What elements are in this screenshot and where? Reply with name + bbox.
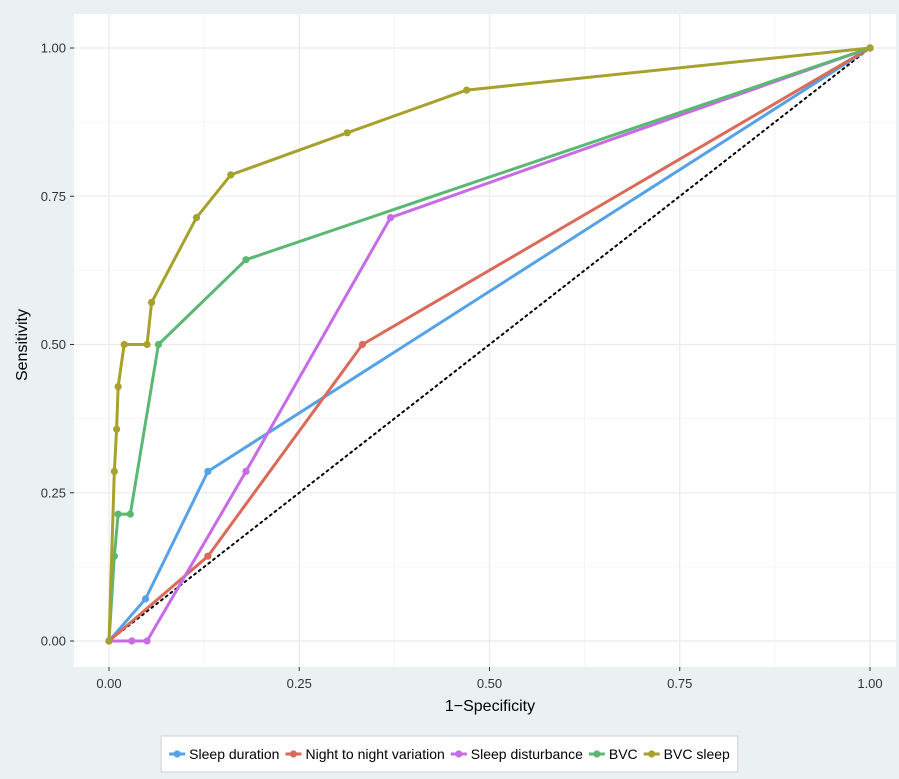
legend-key-point <box>455 750 463 758</box>
data-point-bvc <box>126 510 134 518</box>
y-tick-label: 0.25 <box>41 485 66 500</box>
y-axis-label: Sensitivity <box>14 309 31 381</box>
legend-key-point <box>593 750 601 758</box>
y-axis-ticks: 0.00 0.25 0.50 0.75 1.00 <box>41 41 74 649</box>
x-tick-label: 0.25 <box>287 676 312 691</box>
series-line-bvc-sleep <box>107 46 872 643</box>
data-point-bvc-sleep <box>148 298 156 306</box>
legend-item-bvc: BVC <box>588 746 638 762</box>
data-point-bvc-sleep <box>120 340 128 349</box>
grid-lines <box>74 14 896 667</box>
x-tick-label: 0.00 <box>96 676 121 691</box>
legend-label: BVC sleep <box>664 746 730 762</box>
x-tick-label: 0.75 <box>667 676 692 691</box>
data-point-bvc <box>242 256 250 264</box>
legend-label: Sleep duration <box>189 746 279 762</box>
data-point-bvc-sleep <box>114 383 122 391</box>
legend-key-point <box>173 750 181 758</box>
series-line-sleep-disturbance <box>107 46 872 643</box>
legend-label: Sleep disturbance <box>471 746 583 762</box>
legend-item-bvc-sleep: BVC sleep <box>643 746 730 762</box>
data-point-sleep-disturbance <box>128 637 136 645</box>
legend-item-sleep-disturbance: Sleep disturbance <box>450 746 583 762</box>
series-bvc <box>105 44 874 645</box>
reference-diagonal <box>108 47 871 642</box>
x-tick-label: 1.00 <box>857 676 882 691</box>
data-point-bvc-sleep <box>227 171 235 179</box>
data-point-bvc-sleep <box>866 44 874 52</box>
data-point-bvc-sleep <box>143 340 151 349</box>
y-tick-label: 0.00 <box>41 634 66 649</box>
series-lines <box>105 44 874 645</box>
data-point-bvc-sleep <box>110 467 118 476</box>
legend-label: BVC <box>609 746 638 762</box>
data-point-bvc <box>154 340 163 349</box>
series-bvc-sleep <box>105 44 874 645</box>
reference-line <box>108 47 871 642</box>
x-axis-label: 1−Specificity <box>445 698 535 715</box>
legend-label: Night to night variation <box>305 746 444 762</box>
data-point-bvc <box>114 510 122 518</box>
y-tick-label: 1.00 <box>41 41 66 56</box>
data-point-night-to-night-variation <box>358 340 367 349</box>
data-point-bvc-sleep <box>343 129 351 137</box>
data-point-sleep-disturbance <box>242 467 250 476</box>
data-point-sleep-disturbance <box>386 213 395 222</box>
data-point-sleep-duration <box>141 595 150 603</box>
legend-box <box>160 735 739 773</box>
legend-item-sleep-duration: Sleep duration <box>169 746 279 762</box>
x-tick-label: 0.50 <box>477 676 502 691</box>
legend-item-night-to-night-variation: Night to night variation <box>285 746 445 762</box>
data-point-sleep-disturbance <box>143 637 151 645</box>
data-point-bvc-sleep <box>105 637 113 645</box>
data-point-night-to-night-variation <box>204 552 212 560</box>
y-tick-label: 0.75 <box>41 189 66 204</box>
plot-panel <box>74 14 896 667</box>
data-point-bvc-sleep <box>463 86 471 94</box>
legend: Sleep duration Night to night variation Sl… <box>160 735 739 773</box>
data-point-bvc-sleep <box>192 213 201 222</box>
legend-key-point <box>289 750 298 758</box>
data-point-bvc-sleep <box>113 425 121 433</box>
x-axis-ticks: 0.00 0.25 0.50 0.75 1.00 <box>96 667 883 691</box>
legend-key-point <box>648 750 656 758</box>
series-line-night-to-night-variation <box>107 46 872 643</box>
data-point-sleep-duration <box>204 467 212 476</box>
y-tick-label: 0.50 <box>41 337 66 352</box>
series-line-sleep-duration <box>107 46 872 643</box>
